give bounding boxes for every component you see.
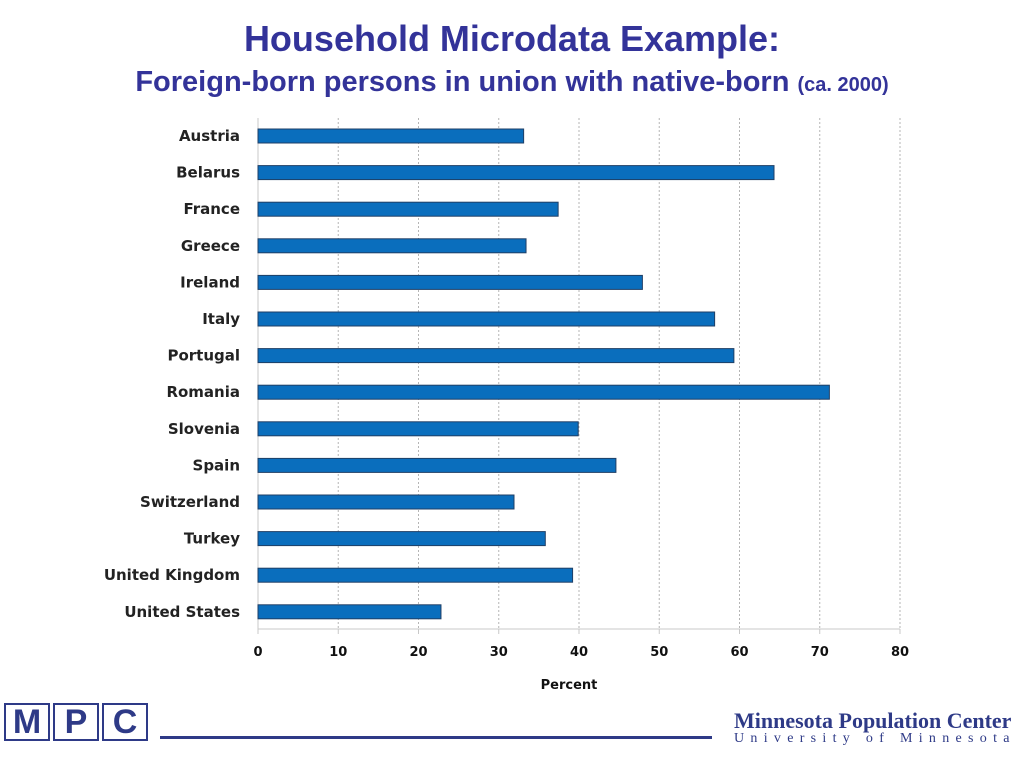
x-tick-label: 80: [891, 645, 909, 660]
x-tick-label: 20: [409, 645, 427, 660]
x-tick-label: 40: [570, 645, 588, 660]
bar-italy: [257, 311, 716, 327]
mpc-logo: M P C: [4, 703, 151, 741]
category-label: Switzerland: [140, 493, 240, 511]
bar-united-kingdom: [257, 567, 574, 583]
category-label: United States: [124, 603, 240, 621]
category-label: Slovenia: [168, 420, 240, 438]
category-label: Portugal: [167, 347, 240, 365]
category-label: Ireland: [180, 273, 240, 291]
bar-belarus: [257, 165, 775, 181]
x-tick-label: 60: [730, 645, 748, 660]
page-subtitle: Foreign-born persons in union with nativ…: [0, 66, 1024, 99]
category-label: Belarus: [176, 164, 240, 182]
x-tick-label: 30: [490, 645, 508, 660]
logo-letter-p: P: [53, 703, 99, 741]
bar-greece: [257, 238, 527, 254]
bar-austria: [257, 128, 525, 144]
bar-ireland: [257, 274, 643, 290]
logo-letter-m: M: [4, 703, 50, 741]
x-tick-label: 10: [329, 645, 347, 660]
bar-france: [257, 201, 559, 217]
x-tick-label: 0: [253, 645, 262, 660]
org-university: University of Minnesota: [734, 731, 1016, 746]
page-title: Household Microdata Example:: [243, 18, 781, 59]
bar-slovenia: [257, 421, 579, 437]
bar-chart: 0 10 20 30 40 50 60 70 80 Austria Belarus France Gre…: [104, 118, 909, 693]
bar-united-states: [257, 604, 442, 620]
footer-divider: [160, 736, 712, 739]
category-label: Turkey: [184, 530, 240, 548]
bar-switzerland: [257, 494, 515, 510]
x-tick-label: 70: [811, 645, 829, 660]
x-tick-label: 50: [650, 645, 668, 660]
category-label: Romania: [166, 383, 240, 401]
subtitle-note: (ca. 2000): [797, 74, 889, 96]
category-label: Austria: [179, 127, 240, 145]
bar-romania: [257, 384, 830, 400]
bar-portugal: [257, 348, 735, 364]
category-label: Spain: [193, 456, 240, 474]
logo-letter-c: C: [102, 703, 148, 741]
category-label: Greece: [181, 237, 240, 255]
bar-spain: [257, 457, 617, 473]
x-axis-title: Percent: [541, 678, 598, 693]
category-label: Italy: [202, 310, 240, 328]
bar-turkey: [257, 531, 546, 547]
subtitle-text: Foreign-born persons in union with nativ…: [135, 66, 790, 98]
org-name: Minnesota Population Center: [734, 708, 1012, 733]
category-label: France: [183, 200, 240, 218]
category-label: United Kingdom: [104, 566, 240, 584]
